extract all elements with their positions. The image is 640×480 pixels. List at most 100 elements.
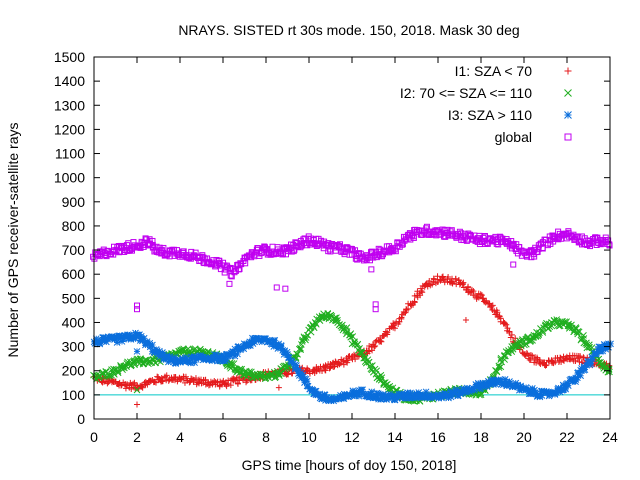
data-point: [527, 351, 534, 358]
data-point: [503, 378, 510, 386]
data-point: [179, 347, 187, 354]
y-tick-label: 300: [62, 339, 86, 355]
data-point: [469, 384, 477, 392]
data-point: [285, 354, 293, 362]
data-point: [160, 351, 167, 358]
data-point: [118, 338, 126, 345]
data-point: [153, 347, 161, 354]
x-axis-label: GPS time [hours of doy 150, 2018]: [242, 457, 457, 473]
data-point: [439, 273, 446, 280]
data-point: [139, 384, 146, 391]
data-point: [483, 381, 491, 389]
data-point: [295, 370, 302, 377]
y-tick-label: 400: [62, 314, 86, 330]
data-point: [280, 351, 288, 358]
data-point: [336, 393, 344, 401]
data-point: [488, 303, 495, 310]
data-point: [297, 244, 304, 251]
data-point: [295, 366, 303, 373]
data-point: [225, 380, 232, 387]
data-point: [495, 362, 503, 370]
data-point: [284, 245, 291, 252]
x-tick-label: 0: [90, 429, 98, 445]
x-tick-label: 14: [387, 429, 403, 445]
data-point: [545, 392, 553, 400]
data-point: [486, 300, 493, 307]
data-point: [368, 388, 376, 396]
data-point: [440, 392, 448, 400]
outliers: [133, 261, 517, 408]
data-point: [376, 391, 384, 398]
data-point: [159, 349, 166, 356]
data-point: [415, 389, 423, 396]
y-tick-label: 200: [62, 363, 86, 379]
outlier-point: [462, 317, 469, 324]
data-point: [445, 273, 452, 280]
data-point: [529, 352, 536, 359]
data-point: [477, 291, 484, 298]
data-point: [354, 340, 362, 348]
data-point: [234, 350, 241, 358]
data-point: [371, 343, 378, 350]
outlier-point: [134, 306, 140, 313]
data-point: [149, 237, 156, 244]
data-point: [452, 276, 459, 283]
data-point: [314, 391, 321, 398]
x-tick-label: 24: [602, 429, 618, 445]
data-point: [381, 332, 388, 339]
data-point: [269, 243, 276, 250]
outlier-point: [273, 284, 280, 291]
data-point: [249, 334, 256, 342]
y-tick-label: 700: [62, 242, 86, 258]
data-point: [440, 276, 447, 283]
x-tick-label: 18: [473, 429, 489, 445]
data-point: [205, 382, 212, 389]
data-point: [237, 344, 245, 351]
data-point: [398, 315, 405, 322]
data-point: [284, 371, 291, 378]
data-point: [399, 241, 406, 248]
data-point: [125, 331, 133, 339]
data-point: [214, 379, 221, 386]
data-point: [574, 374, 581, 382]
data-point: [104, 380, 111, 387]
data-point: [459, 389, 467, 397]
data-point: [366, 348, 373, 355]
data-point: [402, 394, 410, 402]
data-point: [133, 382, 140, 389]
y-axis-label: Number of GPS receiver-satellite rays: [5, 123, 21, 358]
data-point: [495, 364, 503, 372]
outlier-point: [510, 261, 517, 268]
data-point: [359, 386, 366, 394]
data-point: [501, 376, 509, 383]
data-point: [307, 328, 315, 336]
data-point: [493, 368, 501, 376]
data-point: [200, 259, 207, 266]
data-point: [193, 353, 201, 361]
data-point: [506, 378, 513, 385]
data-point: [518, 337, 526, 345]
data-point: [403, 306, 410, 313]
data-point: [411, 390, 418, 397]
data-point: [475, 294, 482, 301]
data-point: [309, 386, 317, 394]
legend: I1: SZA < 70 I2: 70 <= SZA <= 110 I3: SZA …: [400, 63, 572, 145]
data-point: [382, 328, 389, 335]
data-point: [331, 363, 338, 370]
data-point: [351, 338, 358, 345]
legend-label: I1: SZA < 70: [455, 63, 533, 79]
data-point: [224, 351, 232, 359]
x-tick-label: 2: [133, 429, 141, 445]
data-point: [326, 365, 333, 372]
data-point: [283, 251, 290, 258]
data-point: [332, 358, 339, 365]
data-point: [462, 388, 470, 396]
data-point: [332, 247, 339, 254]
data-point: [504, 325, 511, 332]
data-point: [589, 355, 596, 363]
data-point: [281, 347, 289, 355]
x-tick-label: 22: [559, 429, 575, 445]
outlier-point: [226, 280, 233, 287]
y-tick-label: 1000: [54, 170, 85, 186]
data-point: [336, 243, 343, 250]
